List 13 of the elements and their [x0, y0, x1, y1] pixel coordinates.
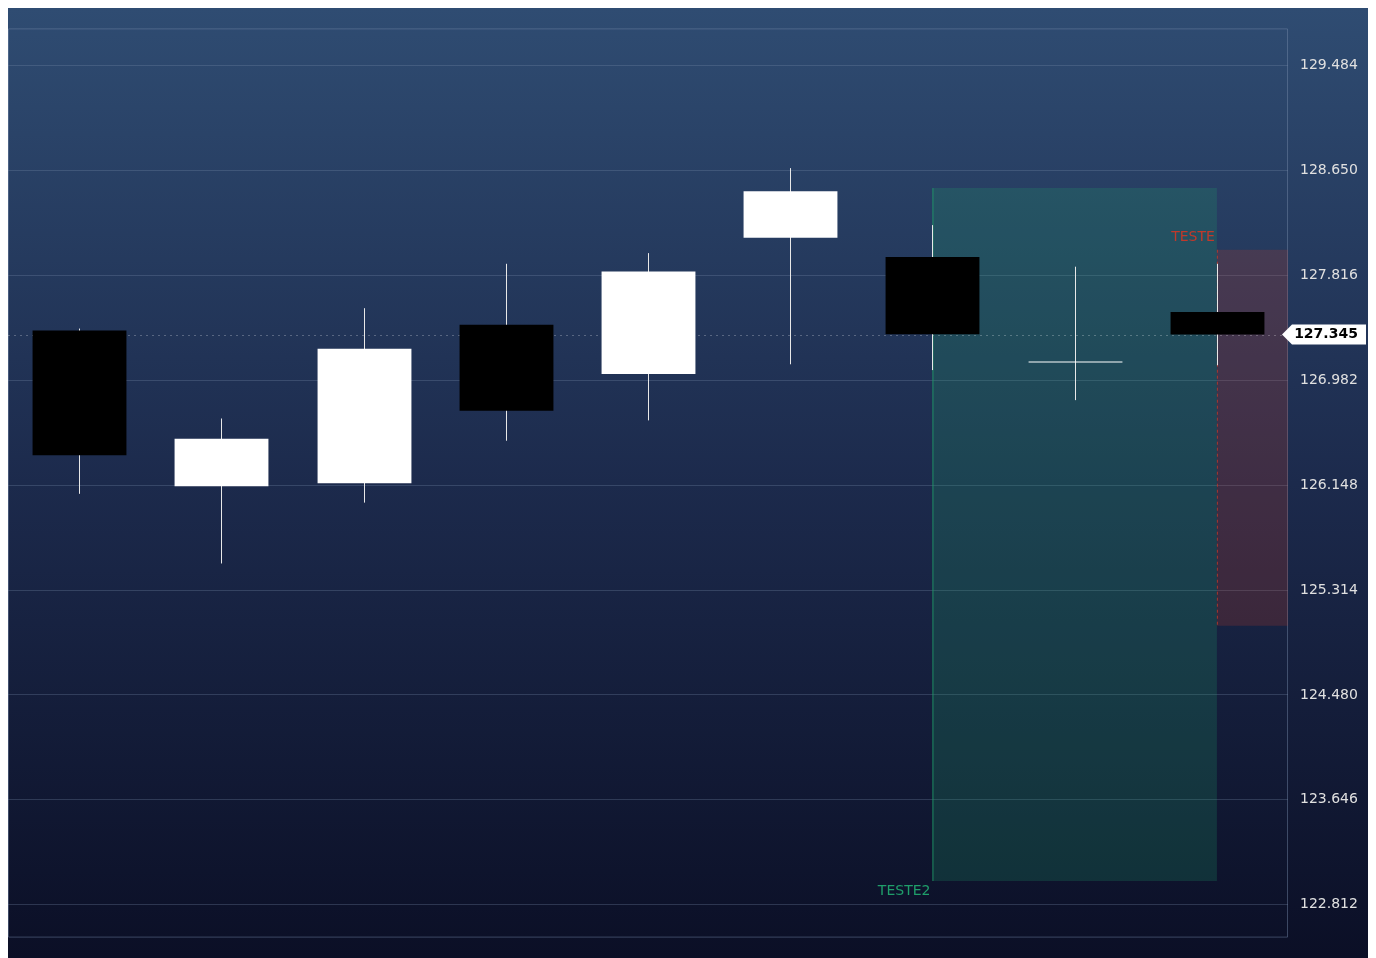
y-tick-label: 122.812: [1300, 895, 1358, 912]
band-label: TESTE2: [876, 881, 931, 898]
candlestick: [1028, 266, 1123, 401]
y-tick-label: 126.148: [1300, 475, 1358, 492]
y-tick-label: 128.650: [1300, 161, 1358, 178]
band-label: TESTE: [1170, 228, 1215, 245]
y-tick-label: 126.982: [1300, 370, 1358, 387]
y-tick-label: 129.484: [1300, 56, 1358, 73]
y-tick-label: 124.480: [1300, 685, 1358, 702]
y-tick-label: 125.314: [1300, 580, 1358, 597]
y-tick-label: 127.816: [1300, 266, 1358, 283]
y-tick-label: 123.646: [1300, 790, 1358, 807]
ref-line-label: 127.345: [1294, 325, 1358, 342]
